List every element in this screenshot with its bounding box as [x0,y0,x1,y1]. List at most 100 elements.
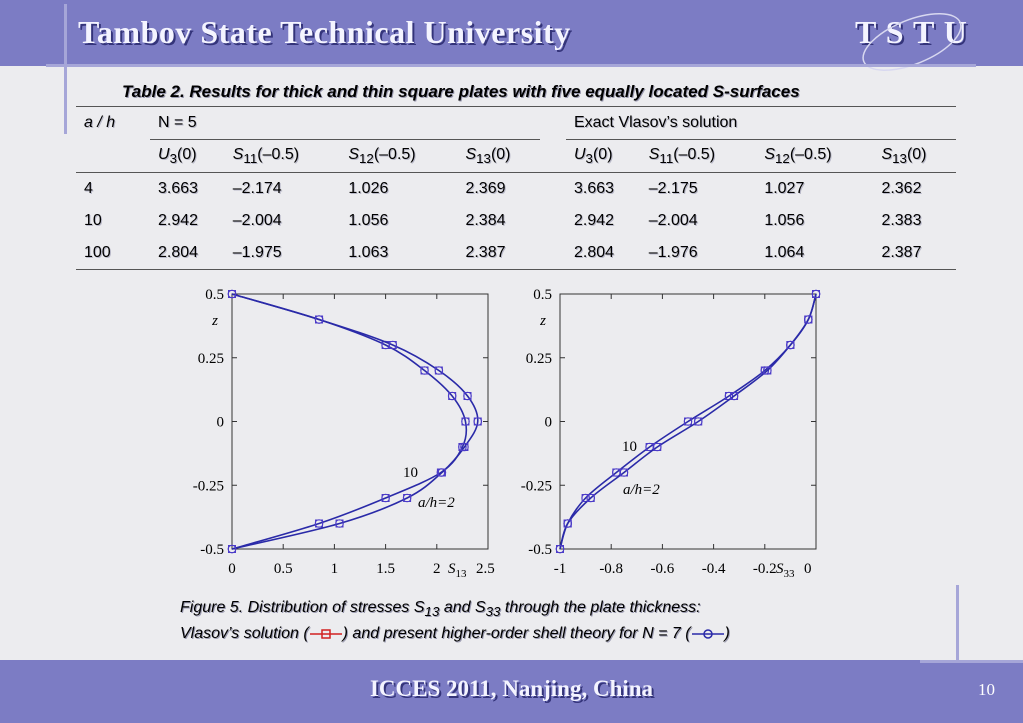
table-cell: –2.004 [232,212,282,229]
data-point [652,442,662,452]
x-tick-label: -0.8 [599,561,623,577]
y-tick-label: 0.25 [198,351,224,367]
data-point [619,468,629,477]
table-cell: 2.804 [158,244,199,261]
table-cell: 1.026 [348,180,389,197]
annotation-label: 10 [622,439,637,455]
table-cell: 100 [84,244,111,261]
data-point [227,289,237,299]
table-cell: 2.942 [158,212,199,229]
annotation-label: 10 [403,465,418,481]
table-cell: 2.383 [881,212,922,229]
conference-title: ICCES 2011, Nanjing, China [369,676,654,701]
data-point [335,519,344,528]
legend-square-icon [309,629,342,639]
figure-caption: Figure 5. Distribution of stresses S13 a… [180,597,880,645]
x-tick-label: 1 [331,561,339,577]
x-tick-label: 2.5 [476,561,495,577]
table-cell: –1.976 [648,244,698,261]
subheader-cell: S11(–0.5) [232,145,300,167]
page-number: 10 [978,680,995,699]
table-cell: 1.056 [764,212,805,229]
x-tick-label: -0.6 [651,561,675,577]
subheader-cell: U3(0) [158,145,197,167]
y-tick-label: 0.5 [533,287,552,303]
data-point [729,391,739,401]
data-point [402,493,412,503]
data-point [763,366,772,375]
x-tick-label: -0.2 [753,561,777,577]
table-row: 100 2.804 –1.975 1.063 2.387 2.804 –1.97… [76,237,956,270]
series-line [559,293,817,550]
data-point [381,493,390,503]
y-tick-label: -0.5 [528,542,552,558]
x-tick-label: -0.4 [702,561,726,577]
table-cell: 1.063 [348,244,389,261]
y-tick-label: 0.25 [526,351,552,367]
table-cell: –2.174 [232,180,282,197]
table-cell: –1.975 [232,244,282,261]
data-point [563,519,572,528]
table-cell: 1.027 [764,180,805,197]
col-header-ah: a / h [84,114,116,132]
data-point [388,340,398,350]
table-cell: 2.384 [465,212,506,229]
x-tick-label: 1.5 [376,561,395,577]
data-point [804,315,813,324]
decor-vline-right [956,585,959,715]
decor-vline-left [64,4,67,134]
university-title: Tambov State Technical University [78,14,571,50]
table-cell: 3.663 [158,180,199,197]
results-table: a / h N = 5 Exact Vlasov’s solution U3(0… [76,106,956,270]
table-cell: 3.663 [573,180,615,197]
data-point [555,544,565,554]
subheader-cell: S13(0) [881,145,927,167]
subheader-cell: U3(0) [573,145,613,167]
table-cell: 1.056 [348,212,389,229]
table-cell: 2.942 [573,212,615,229]
data-point [786,340,795,350]
data-point [586,493,596,503]
data-point [811,289,821,299]
x-axis-label: S13 [448,561,467,580]
table-row: 4 3.663 –2.174 1.026 2.369 3.663 –2.175 … [76,173,956,206]
header-band [0,0,1023,66]
data-point [463,391,472,401]
x-tick-label: 0 [228,561,236,577]
table-header-row: a / h N = 5 Exact Vlasov’s solution [76,106,956,140]
group-header-vlasov: Exact Vlasov’s solution [565,106,956,140]
data-point [461,417,470,426]
data-point [460,442,469,452]
table-cell: 2.362 [881,180,922,197]
y-tick-label: -0.25 [521,478,552,494]
y-tick-label: 0 [217,415,225,431]
figure-caption-line2: Vlasov’s solution () and present higher-… [180,625,730,643]
data-point [447,391,457,401]
y-tick-label: 0.5 [205,287,224,303]
table-caption: Table 2. Results for thick and thin squa… [122,82,800,101]
group-header-n5: N = 5 [150,106,540,140]
table-subheader-row: U3(0) S11(–0.5) S12(–0.5) S13(0) U3(0) S… [76,140,956,173]
data-point [314,519,324,528]
table-cell: 1.064 [764,244,805,261]
data-point [420,366,429,375]
annotation-label: a/h=2 [418,495,455,511]
table-cell: 2.387 [881,244,922,261]
subheader-cell: S13(0) [465,145,511,167]
y-axis-label: z [539,313,546,329]
data-point [683,417,693,426]
legend-circle-icon [691,629,724,639]
y-tick-label: 0 [545,415,553,431]
table-cell: 2.804 [573,244,615,261]
data-point [314,315,324,324]
subheader-cell: S11(–0.5) [648,145,716,167]
x-axis-label: S33 [776,561,795,580]
y-tick-label: -0.25 [193,478,224,494]
subheader-cell: S12(–0.5) [348,145,416,167]
x-tick-label: 0.5 [274,561,293,577]
series-line [231,293,479,550]
decor-hline-bottom [920,660,1023,663]
series-line [559,293,817,550]
table-cell: –2.004 [648,212,698,229]
